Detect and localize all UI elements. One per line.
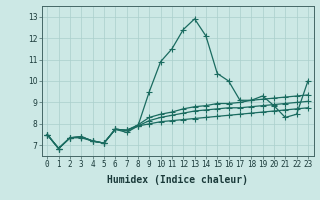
X-axis label: Humidex (Indice chaleur): Humidex (Indice chaleur) (107, 175, 248, 185)
